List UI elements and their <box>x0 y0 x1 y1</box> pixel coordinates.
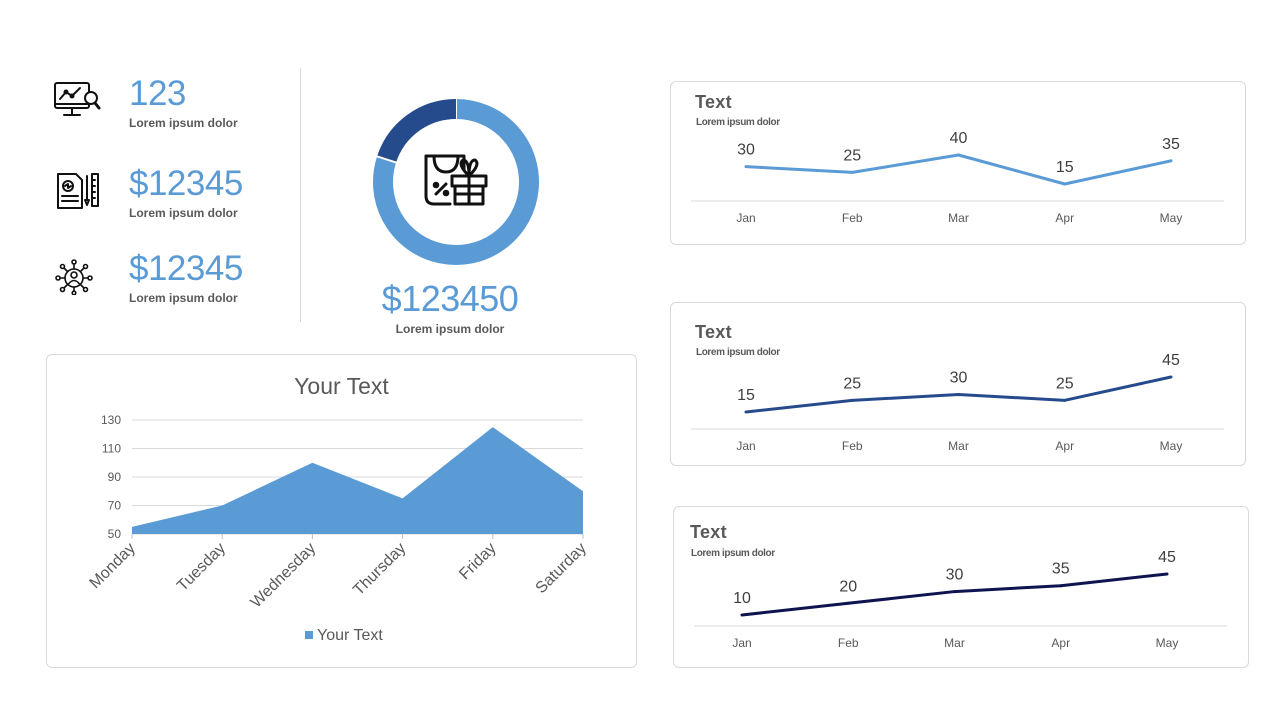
line-chart-panel-3: Text Lorem ipsum dolor 10 20 30 35 45 Jan Feb M… <box>673 506 1249 668</box>
data-point <box>846 601 850 605</box>
x-tick-label: Tuesday <box>174 540 229 595</box>
x-tick-label: Mar <box>948 439 969 453</box>
data-point <box>850 170 854 174</box>
x-tick-label: Friday <box>456 540 499 583</box>
chart-subtitle: Lorem ipsum dolor <box>691 548 775 559</box>
x-tick-label: May <box>1156 636 1179 650</box>
kpi-label: Lorem ipsum dolor <box>129 116 238 130</box>
chart-title: Text <box>695 322 732 342</box>
y-tick-label: 50 <box>108 527 122 541</box>
x-tick-label: Jan <box>736 211 755 225</box>
y-tick-label: 130 <box>101 413 121 427</box>
data-label: 10 <box>733 590 751 607</box>
x-tick-label: Feb <box>842 211 863 225</box>
area-chart-panel: Your Text 50 70 90 110 130 Monday Tuesday Wedne… <box>46 354 637 668</box>
vertical-divider <box>300 68 301 322</box>
x-tick-label: May <box>1160 211 1183 225</box>
kpi-label: Lorem ipsum dolor <box>129 291 238 305</box>
line-chart: 10 20 30 35 45 Jan Feb Mar Apr May <box>694 549 1227 650</box>
x-tick-label: Apr <box>1055 211 1074 225</box>
donut-total-value: $123450 <box>381 278 519 319</box>
x-tick-label: Thursday <box>350 540 409 599</box>
monitor-analytics-icon <box>52 74 102 120</box>
donut-separator <box>375 155 398 164</box>
data-point <box>744 165 748 169</box>
legend-swatch <box>305 631 313 639</box>
network-user-icon <box>52 249 102 296</box>
data-label: 30 <box>950 370 968 387</box>
x-tick-label: Jan <box>732 636 751 650</box>
donut-chart <box>368 94 544 270</box>
kpi-value: $12345 <box>129 249 243 288</box>
area-chart: 50 70 90 110 130 Monday Tuesday Wednesday Thursd… <box>87 413 590 612</box>
data-label: 15 <box>1056 159 1074 176</box>
x-tick-label: Feb <box>842 439 863 453</box>
donut-segment-1 <box>373 99 539 265</box>
data-point <box>1063 182 1067 186</box>
data-label: 25 <box>843 375 861 392</box>
chart-title: Text <box>695 92 732 112</box>
kpi-label: Lorem ipsum dolor <box>129 206 238 220</box>
kpi-item-2: $12345 Lorem ipsum dolor <box>52 164 252 224</box>
data-label: 25 <box>843 147 861 164</box>
data-point <box>957 393 960 396</box>
x-tick-label: Mar <box>944 636 965 650</box>
document-ruler-icon <box>52 164 102 210</box>
data-label: 35 <box>1162 136 1180 153</box>
data-label: 45 <box>1158 549 1176 566</box>
legend-label: Your Text <box>317 627 383 644</box>
data-point <box>1169 375 1173 379</box>
line-chart-panel-2: Text Lorem ipsum dolor 15 25 30 25 45 Jan Feb M… <box>670 302 1246 466</box>
data-point <box>1165 572 1169 576</box>
x-tick-label: Monday <box>87 540 139 592</box>
kpi-item-1: 123 Lorem ipsum dolor <box>52 74 252 134</box>
x-tick-label: Wednesday <box>248 540 320 612</box>
x-tick-label: Jan <box>736 439 755 453</box>
line-chart: 30 25 40 15 35 Jan Feb Mar Apr May <box>691 130 1224 225</box>
x-tick-label: Feb <box>838 636 859 650</box>
kpi-item-3: $12345 Lorem ipsum dolor <box>52 249 252 309</box>
data-label: 30 <box>946 567 964 584</box>
data-point <box>744 410 748 414</box>
x-tick-label: Apr <box>1051 636 1070 650</box>
donut-segment-2 <box>377 99 457 163</box>
kpi-value: 123 <box>129 74 186 113</box>
line-chart-panel-1: Text Lorem ipsum dolor 30 25 40 15 35 Jan Feb M… <box>670 81 1246 245</box>
chart-title: Text <box>690 522 727 542</box>
chart-legend: Your Text <box>305 627 383 645</box>
shopping-bag-gift-icon <box>424 154 488 206</box>
data-label: 25 <box>1056 375 1074 392</box>
data-label: 35 <box>1052 561 1070 578</box>
x-tick-label: Apr <box>1055 439 1074 453</box>
data-point <box>953 590 956 594</box>
y-tick-label: 110 <box>102 442 121 456</box>
area-series <box>132 427 583 534</box>
data-label: 45 <box>1162 352 1180 369</box>
data-point <box>1063 398 1067 402</box>
data-point <box>957 153 960 157</box>
x-tick-label: May <box>1160 439 1183 453</box>
kpi-value: $12345 <box>129 164 243 203</box>
data-point <box>740 613 744 617</box>
chart-title: Your Text <box>294 373 389 399</box>
data-label: 30 <box>737 142 755 159</box>
x-tick-label: Saturday <box>533 540 590 597</box>
x-tick-label: Mar <box>948 211 969 225</box>
line-series <box>745 153 1172 186</box>
donut-label: Lorem ipsum dolor <box>395 322 505 336</box>
data-label: 20 <box>839 578 857 595</box>
y-tick-label: 70 <box>108 499 122 513</box>
chart-subtitle: Lorem ipsum dolor <box>696 117 780 128</box>
data-label: 40 <box>950 130 968 147</box>
data-point <box>850 398 854 402</box>
y-tick-label: 90 <box>108 470 122 484</box>
line-chart: 15 25 30 25 45 Jan Feb Mar Apr May <box>691 352 1224 453</box>
data-label: 15 <box>737 387 755 404</box>
data-point <box>1169 159 1173 163</box>
data-point <box>1059 584 1063 588</box>
chart-subtitle: Lorem ipsum dolor <box>696 347 780 358</box>
